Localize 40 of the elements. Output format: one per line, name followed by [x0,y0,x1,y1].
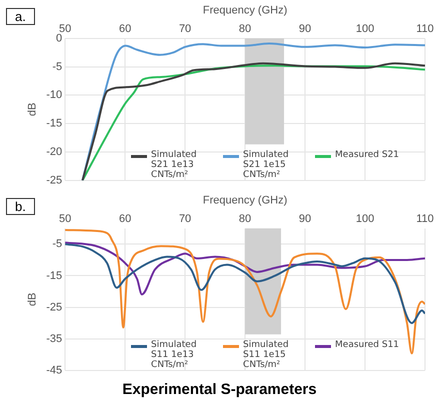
y-tick-label: -20 [46,146,62,158]
text: Experimental S-parameters [121,381,318,398]
legend-label: Simulated S21 1e13 CNTs/m² [151,150,198,180]
x-tick-label: 70 [178,212,192,225]
legend-label: Simulated S11 1e15 CNTs/m² [243,340,290,370]
y-tick-label: -25 [46,301,62,314]
line-series [65,242,425,296]
y-tick-label: -15 [46,118,62,130]
x-tick-label: 90 [298,22,312,35]
y-tick-label: -25 [46,174,62,186]
x-tick-label: 80 [238,22,252,35]
x-tick-label: 70 [178,22,192,35]
legend-label: Measured S11 [335,340,400,350]
y-tick-label: -15 [46,270,62,282]
x-tick-label: 50 [58,22,72,35]
legend-label: Measured S21 [335,150,400,160]
chart-title: a. [6,8,35,25]
x-tick-label: 110 [416,212,434,225]
y-tick-label: -5 [52,238,62,250]
x-axis-title: Frequency (GHz) [202,4,288,17]
x-tick-label: 110 [416,22,434,35]
y-tick-label: -35 [46,332,62,345]
x-tick-label: 80 [238,212,252,225]
x-tick-label: 50 [58,212,72,225]
legend-label: Simulated S21 1e15 CNTs/m² [243,150,290,180]
y-tick-label: 0 [56,32,62,44]
y-tick-label: -10 [46,89,62,102]
x-tick-label: 60 [118,22,132,35]
x-axis-title: Frequency (GHz) [202,194,288,207]
y-tick-label: -45 [46,364,62,376]
x-tick-label: 90 [298,212,312,225]
x-tick-label: 100 [356,22,374,35]
legend-label: Simulated S11 1e13 CNTs/m² [151,340,198,370]
line-series [65,243,425,324]
y-axis-title: dB [26,292,39,306]
x-tick-label: 100 [356,212,374,225]
x-tick-label: 60 [118,212,132,225]
y-tick-label: -5 [52,60,62,73]
y-axis-title: dB [26,102,39,116]
chart-title: b. [6,198,35,215]
